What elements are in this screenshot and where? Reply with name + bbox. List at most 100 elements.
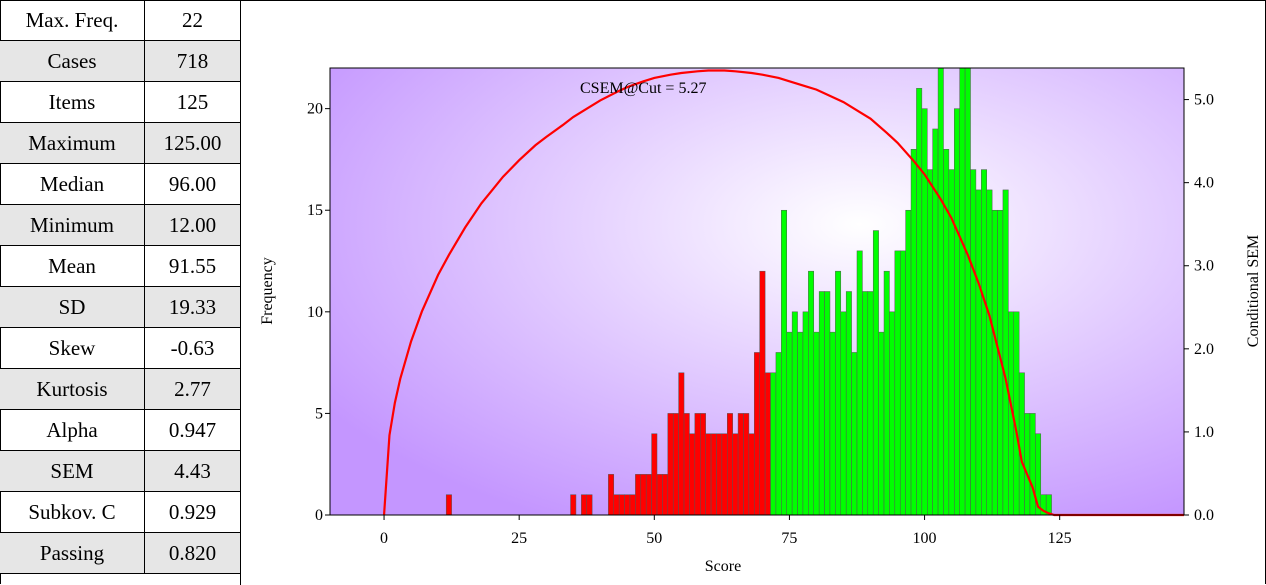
stats-row: Cases 718: [0, 40, 240, 82]
fail-bar: [656, 474, 663, 516]
stats-row: Max. Freq. 22: [0, 0, 240, 41]
y2-tick-label: 3.0: [1194, 258, 1214, 275]
pass-bar: [829, 331, 836, 516]
pass-bar: [883, 270, 890, 516]
pass-bar: [872, 230, 879, 516]
pass-bar: [1029, 413, 1036, 516]
pass-bar: [797, 331, 804, 516]
fail-bar: [694, 413, 701, 516]
pass-bar: [786, 331, 793, 516]
pass-bar: [835, 270, 842, 516]
csem-annotation: CSEM@Cut = 5.27: [580, 80, 706, 97]
fail-bar: [683, 413, 690, 516]
summary-statistics-panel: Max. Freq. 22 Cases 718 Items 125 Maximum 125.0…: [0, 0, 241, 585]
stats-value: 19.33: [144, 286, 240, 328]
stats-label: Maximum: [0, 122, 145, 164]
pass-bar: [791, 311, 798, 516]
x-axis-label: Score: [705, 558, 741, 575]
fail-bar: [672, 413, 679, 516]
fail-bar: [662, 474, 669, 516]
pass-bar: [954, 108, 960, 516]
stats-label: SD: [0, 286, 145, 328]
fail-bar: [640, 474, 647, 516]
pass-bar: [781, 209, 787, 516]
pass-bar: [851, 352, 858, 516]
stats-row: Alpha 0.947: [0, 409, 240, 451]
pass-bar: [964, 67, 971, 516]
pass-bar: [840, 311, 847, 516]
x-tick-label: 50: [646, 530, 662, 547]
y-tick-label: 20: [307, 101, 323, 118]
fail-bar: [754, 352, 760, 516]
fail-bar: [732, 433, 739, 516]
stats-row: SEM 4.43: [0, 450, 240, 492]
stats-value: 12.00: [144, 204, 240, 246]
stats-label: Cases: [0, 40, 145, 82]
y-tick-label: 15: [307, 202, 323, 219]
fail-bar: [635, 474, 642, 516]
y2-tick-label: 1.0: [1194, 424, 1214, 441]
pass-bar: [808, 270, 815, 516]
stats-value: 718: [144, 40, 240, 82]
csem-curve-line: [382, 69, 1184, 517]
stats-value: 4.43: [144, 450, 240, 492]
pass-bar: [916, 88, 923, 516]
stats-value: 2.77: [144, 368, 240, 410]
fail-bar: [618, 494, 625, 516]
stats-row: SD 19.33: [0, 286, 240, 328]
stats-value: 96.00: [144, 163, 240, 205]
stats-row: Kurtosis 2.77: [0, 368, 240, 410]
pass-bar: [1024, 413, 1031, 516]
stats-row: Subkov. C 0.929: [0, 491, 240, 533]
pass-bar: [905, 209, 912, 516]
summary-statistics-table: Max. Freq. 22 Cases 718 Items 125 Maximum 125.0…: [0, 0, 240, 574]
stats-value: 125.00: [144, 122, 240, 164]
pass-bar: [818, 291, 825, 516]
fail-bar: [651, 433, 658, 516]
pass-bar: [845, 291, 852, 516]
fail-bar: [759, 270, 766, 516]
stats-value: 91.55: [144, 245, 240, 287]
chart-axes: 0 25 50 75 100 125 0 5 10 15 20 0.0 1.0 2.0 3.0 4.0 5.0: [307, 92, 1214, 547]
fail-bar: [586, 494, 593, 516]
y2-tick-label: 0.0: [1194, 507, 1214, 524]
x-tick-label: 25: [511, 530, 527, 547]
fail-bar: [721, 433, 728, 516]
x-tick-label: 100: [913, 530, 937, 547]
fail-bar: [689, 433, 696, 516]
pass-bar: [770, 372, 777, 516]
pass-bar: [970, 169, 977, 516]
pass-bar: [986, 189, 993, 516]
fail-bar: [570, 494, 577, 516]
pass-bar: [910, 149, 917, 516]
fail-bar: [764, 372, 771, 516]
fail-bar: [667, 413, 674, 516]
stats-label: SEM: [0, 450, 145, 492]
y2-tick-label: 4.0: [1194, 175, 1214, 192]
fail-bar: [705, 433, 712, 516]
fail-bar: [727, 413, 733, 516]
stats-label: Passing: [0, 532, 145, 574]
y-tick-label: 10: [307, 304, 323, 321]
fail-bar: [700, 413, 706, 516]
y2-tick-label: 2.0: [1194, 341, 1214, 358]
plot-area-border: [329, 67, 1185, 516]
stats-value: 22: [144, 0, 240, 41]
pass-bar: [1018, 372, 1025, 516]
stats-label: Skew: [0, 327, 145, 369]
y-axis-label: Frequency: [259, 257, 276, 325]
y2-tick-label: 5.0: [1194, 92, 1214, 109]
pass-bar: [856, 250, 863, 516]
stats-row: Items 125: [0, 81, 240, 123]
pass-bar: [824, 291, 831, 516]
pass-bar: [1013, 311, 1020, 516]
fail-bar: [629, 494, 636, 516]
stats-value: -0.63: [144, 327, 240, 369]
stats-label: Kurtosis: [0, 368, 145, 410]
fail-bar: [613, 494, 620, 516]
stats-label: Mean: [0, 245, 145, 287]
stats-row: Passing 0.820: [0, 532, 240, 574]
pass-bar: [1002, 189, 1009, 516]
pass-bar: [775, 352, 782, 516]
